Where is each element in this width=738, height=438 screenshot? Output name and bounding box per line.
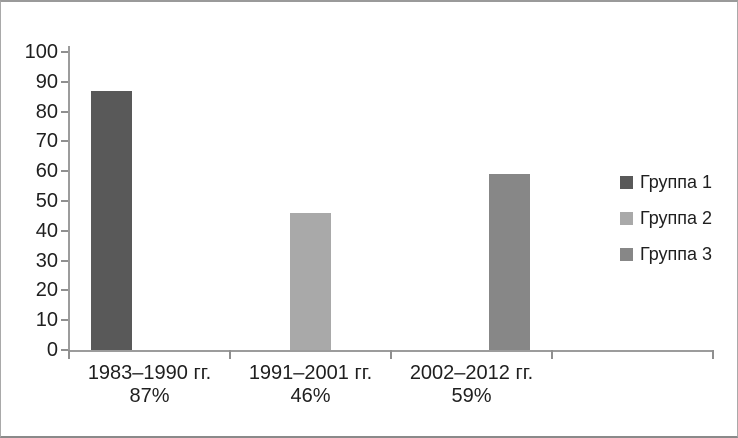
legend: Группа 1 Группа 2 Группа 3: [620, 171, 712, 279]
category-value: 46%: [290, 385, 331, 407]
category-label-group: 1991–2001 гг. 46%: [230, 362, 391, 408]
legend-swatch-group-2: [620, 211, 633, 225]
y-axis-label: 90: [35, 70, 58, 93]
legend-swatch-group-1: [620, 175, 633, 189]
y-axis-label: 0: [46, 339, 58, 361]
y-axis-tick: [61, 229, 68, 232]
category-value: 87%: [129, 385, 170, 407]
legend-label: Группа 2: [640, 207, 713, 228]
x-axis-tick: [712, 350, 714, 359]
y-axis-tick: [61, 259, 68, 262]
y-axis-tick: [61, 140, 68, 143]
legend-item: Группа 2: [620, 207, 712, 229]
x-axis-tick: [390, 350, 392, 359]
y-axis-tick: [61, 170, 68, 173]
y-axis-label: 100: [24, 41, 58, 63]
y-axis-tick: [61, 51, 68, 53]
legend-label: Группа 1: [640, 171, 713, 192]
y-axis-tick: [61, 319, 68, 322]
category-name: 1983–1990 гг.: [87, 362, 212, 384]
y-axis-label: 80: [35, 100, 58, 123]
y-axis-tick: [61, 289, 68, 292]
category-label-group: 1983–1990 гг. 87%: [69, 362, 230, 408]
category-label-group: 2002–2012 гг. 59%: [391, 362, 552, 408]
y-axis-label: 10: [35, 309, 58, 332]
y-axis-label: 30: [35, 249, 58, 272]
y-axis-line: [68, 46, 70, 352]
x-axis-tick: [68, 350, 70, 359]
category-name: 1991–2001 гг.: [248, 362, 373, 384]
x-axis-tick: [229, 350, 231, 359]
y-axis-label: 40: [35, 219, 58, 242]
legend-swatch-group-3: [620, 247, 633, 261]
y-axis-tick: [61, 80, 68, 83]
x-axis-tick: [551, 350, 553, 359]
category-name: 2002–2012 гг.: [409, 362, 534, 384]
legend-item: Группа 1: [620, 171, 712, 193]
y-axis-label: 60: [35, 160, 58, 183]
legend-item: Группа 3: [620, 243, 712, 265]
bar-group-3: [489, 174, 530, 350]
y-axis-tick: [61, 349, 68, 351]
legend-label: Группа 3: [640, 243, 713, 264]
y-axis-tick: [61, 110, 68, 113]
y-axis-label: 50: [35, 190, 58, 212]
bar-group-1: [91, 90, 132, 350]
category-value: 59%: [451, 385, 492, 407]
bar-group-2: [290, 212, 331, 350]
y-axis-label: 70: [35, 130, 58, 153]
y-axis-tick: [61, 200, 68, 202]
y-axis-label: 20: [35, 279, 58, 302]
